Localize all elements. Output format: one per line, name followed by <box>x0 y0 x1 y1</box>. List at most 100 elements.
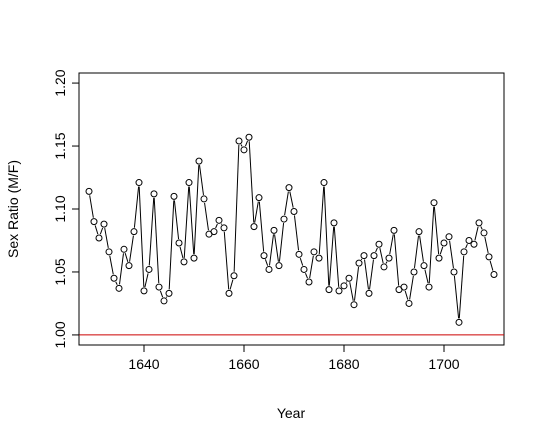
data-point <box>375 240 383 248</box>
data-point <box>350 301 358 309</box>
series-segment <box>369 259 374 290</box>
data-point <box>295 250 303 258</box>
data-point <box>330 219 338 227</box>
series-segment <box>199 165 204 196</box>
series-segment <box>433 206 440 255</box>
series-segment <box>183 186 190 258</box>
x-tick-label: 1640 <box>128 356 159 372</box>
data-point <box>380 263 388 271</box>
series-segment <box>133 186 140 228</box>
series-segment <box>349 282 354 301</box>
y-tick-label: 1.05 <box>52 258 68 285</box>
series-segment <box>345 281 348 283</box>
series-segment <box>424 269 429 284</box>
series-segment <box>309 255 314 279</box>
data-point <box>175 239 183 247</box>
data-point <box>325 286 333 294</box>
series-segment <box>474 226 479 241</box>
series-segment <box>353 267 360 301</box>
data-point <box>250 223 258 231</box>
data-point <box>265 265 273 273</box>
data-point <box>465 236 473 244</box>
data-point <box>400 283 408 291</box>
data-point <box>305 278 313 286</box>
data-point <box>485 253 493 261</box>
data-point <box>90 218 98 226</box>
data-point <box>315 254 323 262</box>
data-point <box>440 239 448 247</box>
series-segment <box>480 226 483 230</box>
data-point <box>335 287 343 295</box>
data-point <box>140 287 148 295</box>
x-tick-label: 1680 <box>328 356 359 372</box>
data-point <box>360 252 368 260</box>
data-point <box>220 224 228 232</box>
series-segment <box>328 226 335 286</box>
series-segment <box>269 234 274 266</box>
data-point <box>120 245 128 253</box>
series-segment <box>439 246 444 255</box>
data-point <box>150 190 158 198</box>
series-segment <box>318 186 325 255</box>
y-tick-label: 1.10 <box>52 195 68 222</box>
series-segment <box>129 235 134 262</box>
series-segment <box>379 248 384 264</box>
data-point <box>280 215 288 223</box>
series-segment <box>148 197 155 266</box>
series-segment <box>248 141 255 223</box>
series-segment <box>453 275 460 319</box>
series-segment <box>449 240 454 269</box>
data-point <box>490 270 498 278</box>
series-segment <box>360 258 363 261</box>
data-point <box>85 187 93 195</box>
series-segment <box>419 235 424 262</box>
series-points <box>85 133 498 326</box>
data-point <box>215 216 223 224</box>
series-segment <box>484 236 489 254</box>
data-point <box>95 234 103 242</box>
series-segment <box>159 290 164 298</box>
data-point <box>135 179 143 187</box>
series-segment <box>258 201 265 252</box>
series-segment <box>229 279 234 290</box>
series-segment <box>220 223 223 225</box>
data-point <box>270 226 278 234</box>
data-point <box>240 146 248 154</box>
x-axis: 1640 1660 1680 1700 <box>128 344 460 372</box>
data-point <box>130 228 138 236</box>
data-point <box>185 179 193 187</box>
series-segment <box>119 253 124 285</box>
data-point <box>105 248 113 256</box>
data-point <box>260 252 268 260</box>
data-point <box>340 282 348 290</box>
data-point <box>385 254 393 262</box>
x-tick-label: 1660 <box>228 356 259 372</box>
series-segment <box>305 272 308 279</box>
data-point <box>210 228 218 236</box>
x-tick-label: 1700 <box>428 356 459 372</box>
series-segment <box>168 200 175 290</box>
series-segment <box>99 227 104 235</box>
y-tick-label: 1.20 <box>52 69 68 96</box>
x-axis-title: Year <box>277 405 306 421</box>
data-point <box>320 179 328 187</box>
plot-box <box>78 72 505 346</box>
data-point <box>225 289 233 297</box>
data-point <box>160 297 168 305</box>
data-point <box>290 208 298 216</box>
data-point <box>475 219 483 227</box>
series-segment <box>104 227 109 248</box>
series-segment <box>428 206 435 284</box>
series-segment <box>413 235 420 269</box>
series-segment <box>333 226 340 287</box>
data-point <box>480 229 488 237</box>
series-segment <box>109 255 114 275</box>
series-segment <box>233 144 240 272</box>
series-segment <box>240 144 243 147</box>
data-point <box>345 274 353 282</box>
series-segment <box>254 201 259 223</box>
series-segment <box>458 255 465 319</box>
series-segment <box>89 195 94 218</box>
series-segment <box>375 247 378 253</box>
